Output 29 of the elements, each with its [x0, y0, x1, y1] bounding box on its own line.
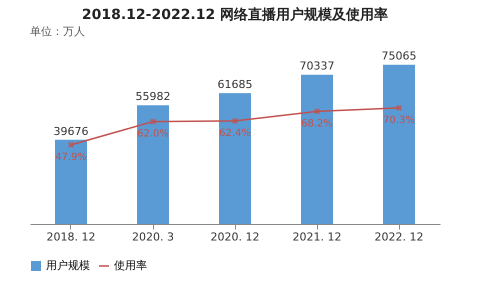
chart-title: 2018.12-2022.12 网络直播用户规模及使用率: [82, 6, 388, 23]
x-tick-label: 2022. 12: [374, 230, 424, 244]
point: [232, 118, 238, 124]
data-label: 70.3%: [383, 114, 415, 126]
x-tick-label: 2021. 12: [292, 230, 342, 244]
point: [314, 108, 320, 114]
point: [68, 142, 74, 148]
x-tick-label: 2018. 12: [46, 230, 96, 244]
legend-label: 使用率: [114, 259, 147, 272]
data-label: 62.0%: [137, 128, 169, 140]
x-tick-label: 2020. 12: [210, 230, 260, 244]
data-label: 75065: [382, 50, 416, 63]
text: 单位：万人: [30, 25, 85, 38]
x-tick-label: 2020. 3: [132, 230, 174, 244]
point: [396, 104, 402, 111]
data-label: 61685: [218, 78, 252, 92]
bar: [219, 93, 251, 224]
bar: [383, 64, 415, 224]
bar: [137, 105, 169, 224]
data-label: 55982: [136, 90, 170, 104]
data-label: 70337: [300, 60, 334, 73]
data-label: 47.9%: [55, 152, 87, 163]
bar: [301, 74, 333, 224]
data-label: 39676: [54, 124, 88, 138]
point: [150, 118, 156, 125]
legend-label: 用户规模: [46, 259, 90, 272]
data-label: 62.4%: [219, 128, 251, 139]
bar: [55, 140, 87, 224]
data-label: 68.2%: [301, 118, 333, 130]
